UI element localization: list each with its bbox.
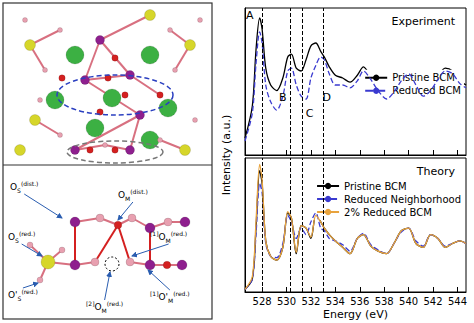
svg-text:528: 528 — [253, 296, 272, 307]
svg-text:OM(dist.): OM(dist.) — [118, 188, 148, 202]
svg-text:534: 534 — [326, 296, 345, 307]
svg-text:Reduced BCM: Reduced BCM — [392, 85, 461, 96]
svg-text:D: D — [323, 91, 331, 104]
svg-text:Reduced Neighborhood: Reduced Neighborhood — [344, 194, 461, 205]
svg-text:A: A — [246, 9, 254, 22]
svg-text:O'S(red.): O'S(red.) — [8, 288, 38, 302]
svg-text:536: 536 — [350, 296, 369, 307]
svg-text:544: 544 — [448, 296, 467, 307]
svg-text:Theory: Theory — [416, 165, 456, 178]
svg-text:Experiment: Experiment — [391, 15, 455, 28]
svg-text:B: B — [279, 91, 287, 104]
svg-text:Intensity (a.u.): Intensity (a.u.) — [220, 115, 233, 196]
svg-text:2% Reduced BCM: 2% Reduced BCM — [344, 207, 432, 218]
svg-text:Energy (eV): Energy (eV) — [323, 308, 388, 321]
svg-text:[1]O'M(red.): [1]O'M(red.) — [150, 290, 190, 304]
svg-text:Pristine BCM: Pristine BCM — [344, 181, 407, 192]
svg-text:C: C — [306, 107, 314, 120]
svg-text:Pristine BCM: Pristine BCM — [392, 72, 455, 83]
svg-text:540: 540 — [399, 296, 418, 307]
svg-text:542: 542 — [423, 296, 442, 307]
svg-text:532: 532 — [301, 296, 320, 307]
svg-text:OS(red.): OS(red.) — [8, 230, 35, 244]
svg-text:[1]OM(red.): [1]OM(red.) — [150, 230, 187, 244]
svg-text:OS(dist.): OS(dist.) — [10, 180, 38, 194]
svg-text:530: 530 — [277, 296, 296, 307]
svg-text:[2]OM(red.): [2]OM(red.) — [86, 300, 123, 314]
svg-text:538: 538 — [375, 296, 394, 307]
